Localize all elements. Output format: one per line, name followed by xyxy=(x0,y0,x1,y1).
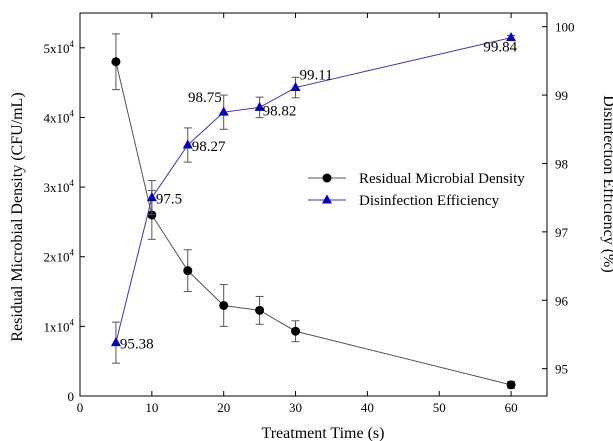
data-label: 95.38 xyxy=(120,337,154,353)
y-left-tick-exponent: 4 xyxy=(70,248,75,258)
y-left-tick-exponent: 4 xyxy=(70,39,75,49)
x-axis-ticks: 0 10 20 30 40 50 60 xyxy=(77,13,518,415)
data-point xyxy=(183,266,193,276)
y-left-tick-exponent: 4 xyxy=(70,178,75,188)
y-right-tick-label: 96 xyxy=(555,293,569,308)
data-point xyxy=(111,57,121,67)
y-left-tick-exponent: 4 xyxy=(70,108,75,118)
data-point xyxy=(291,326,301,336)
data-point xyxy=(110,337,121,347)
data-point xyxy=(506,32,517,42)
y-right-tick-label: 97 xyxy=(555,225,569,240)
y-left-tick-label: 4x104 xyxy=(44,108,75,125)
y-right-tick-label: 95 xyxy=(555,362,568,377)
data-label: 98.27 xyxy=(192,139,226,155)
data-point xyxy=(218,106,229,116)
y-right-tick-label: 99 xyxy=(555,88,568,103)
y-left-axis-ticks: 0 1x104 2x104 3x104 4x104 5x104 xyxy=(44,39,85,404)
x-tick-label: 50 xyxy=(433,400,446,415)
data-label: 99.84 xyxy=(483,40,517,56)
x-tick-label: 0 xyxy=(77,400,84,415)
y-left-tick-label: 1x104 xyxy=(44,317,75,334)
x-tick-label: 60 xyxy=(505,400,518,415)
y-right-axis-ticks: 95 96 97 98 99 100 xyxy=(542,20,575,377)
data-point xyxy=(255,305,265,315)
data-point xyxy=(219,300,229,310)
data-point xyxy=(146,192,157,202)
data-label: 98.82 xyxy=(263,103,297,119)
data-point xyxy=(506,380,516,390)
plot-frame xyxy=(79,12,548,397)
y-left-axis-title: Residual Microbial Density (CFU/mL) xyxy=(9,92,26,341)
legend-density-marker xyxy=(322,173,332,183)
legend-efficiency-label: Disinfection Efficiency xyxy=(359,193,500,209)
y-left-tick-label: 5x104 xyxy=(44,39,75,56)
data-point xyxy=(290,82,301,92)
series-density xyxy=(111,33,516,390)
legend: Residual Microbial Density Disinfection … xyxy=(308,171,525,209)
y-right-tick-label: 100 xyxy=(555,20,575,35)
legend-density-label: Residual Microbial Density xyxy=(359,171,525,187)
data-label: 97.5 xyxy=(156,192,182,208)
x-tick-label: 40 xyxy=(361,400,374,415)
series-line xyxy=(115,61,512,386)
y-left-tick-label: 3x104 xyxy=(44,178,75,195)
x-tick-label: 10 xyxy=(145,400,158,415)
data-labels: 95.38 97.5 98.27 98.75 98.82 99.11 99.84 xyxy=(120,40,518,353)
y-left-tick-label: 0 xyxy=(68,389,75,404)
y-right-tick-label: 98 xyxy=(555,156,568,171)
legend-efficiency-marker xyxy=(322,194,332,204)
plot-border xyxy=(79,12,548,397)
series-efficiency xyxy=(110,32,517,364)
y-right-axis-title: Disinfection Efficiency (%) xyxy=(600,95,613,272)
data-point xyxy=(182,139,193,149)
data-point xyxy=(254,101,265,111)
series-layer xyxy=(110,32,517,390)
x-axis-title: Treatment Time (s) xyxy=(262,425,385,441)
x-tick-label: 30 xyxy=(289,400,302,415)
y-left-tick-label: 2x104 xyxy=(44,248,75,265)
data-label: 98.75 xyxy=(188,90,222,106)
x-tick-label: 20 xyxy=(217,400,230,415)
data-label: 99.11 xyxy=(300,68,333,84)
y-left-tick-exponent: 4 xyxy=(70,317,75,327)
